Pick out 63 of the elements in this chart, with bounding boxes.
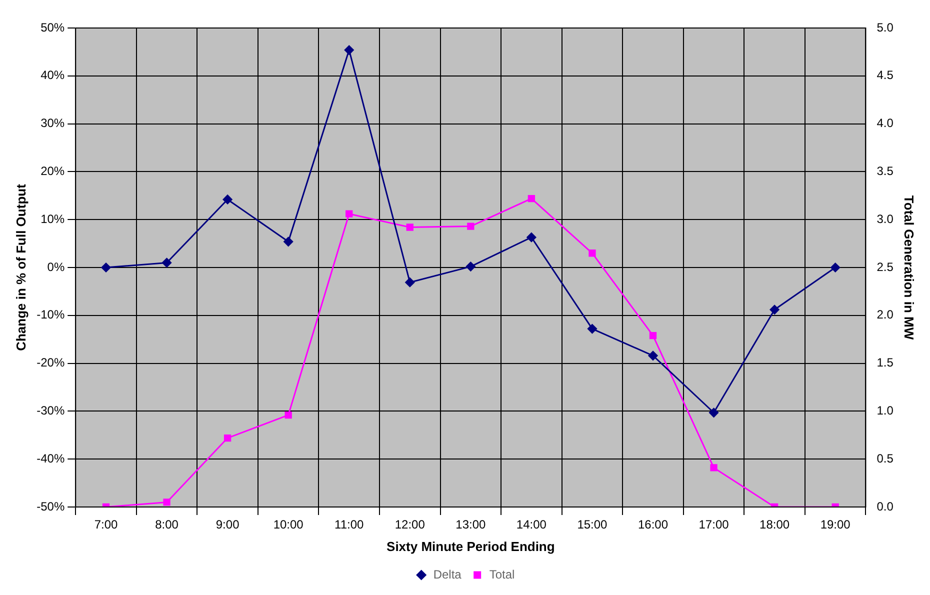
point	[770, 304, 780, 314]
point	[224, 434, 232, 442]
point	[346, 210, 353, 218]
point	[222, 194, 232, 204]
point	[648, 350, 658, 360]
y2-axis-title: Total Generation in MW	[902, 195, 917, 340]
x-tick-label: 14:00	[516, 518, 547, 532]
y2-tick-label: 3.5	[876, 164, 894, 178]
point	[466, 262, 476, 272]
y-tick-label: -30%	[36, 404, 65, 418]
y-tick-label: 20%	[40, 164, 65, 178]
x-tick-label: 10:00	[273, 518, 304, 532]
point	[344, 45, 354, 55]
x-tick-label: 7:00	[94, 518, 118, 532]
point	[587, 324, 597, 334]
y-tick-label: 0%	[47, 260, 65, 274]
x-tick-label: 16:00	[638, 518, 668, 532]
y-tick-label: -40%	[36, 451, 65, 466]
point	[162, 258, 172, 268]
x-tick-label: 9:00	[216, 518, 240, 532]
y2-tick-label: 2.5	[876, 260, 894, 274]
y-tick-label: -20%	[36, 356, 65, 370]
point	[528, 194, 536, 202]
y-tick-label: -50%	[36, 499, 65, 514]
point	[709, 408, 719, 418]
point	[588, 250, 596, 257]
point	[830, 262, 840, 272]
point	[163, 498, 170, 506]
x-tick-label: 11:00	[334, 518, 364, 532]
y2-tick-label: 2.0	[876, 308, 894, 322]
y2-tick-label: 3.0	[876, 212, 894, 226]
y2-tick-label: 4.5	[876, 68, 894, 82]
point	[649, 332, 657, 340]
y-tick-label: 10%	[40, 212, 65, 226]
y2-tick-label: 1.5	[876, 356, 894, 370]
point	[405, 278, 415, 288]
point	[284, 411, 292, 419]
x-tick-label: 18:00	[760, 518, 790, 532]
y2-tick-label: 0.0	[876, 499, 894, 514]
x-tick-label: 17:00	[698, 518, 730, 532]
legend-label: Total	[489, 567, 515, 582]
y2-tick-label: 1.0	[876, 404, 894, 418]
y-tick-label: 50%	[40, 20, 65, 34]
x-tick-label: 15:00	[577, 518, 608, 532]
point	[710, 464, 718, 472]
y-tick-label: -10%	[36, 308, 65, 322]
point	[526, 232, 536, 242]
y-axis-title: Change in % of Full Output	[13, 183, 28, 351]
x-tick-label: 12:00	[394, 518, 426, 532]
y-tick-label: 40%	[40, 68, 65, 82]
point	[406, 224, 414, 231]
y2-tick-label: 5.0	[876, 20, 894, 34]
y2-tick-label: 4.0	[876, 116, 894, 130]
y2-tick-label: 0.5	[876, 451, 894, 466]
point	[284, 236, 294, 246]
point	[467, 222, 474, 230]
legend-label: Delta	[433, 567, 462, 582]
point	[101, 262, 111, 272]
x-tick-label: 13:00	[456, 518, 486, 532]
y-tick-label: 30%	[40, 116, 65, 130]
x-tick-label: 19:00	[820, 518, 851, 532]
x-axis-title: Sixty Minute Period Ending	[386, 538, 555, 554]
x-tick-label: 8:00	[155, 518, 179, 532]
